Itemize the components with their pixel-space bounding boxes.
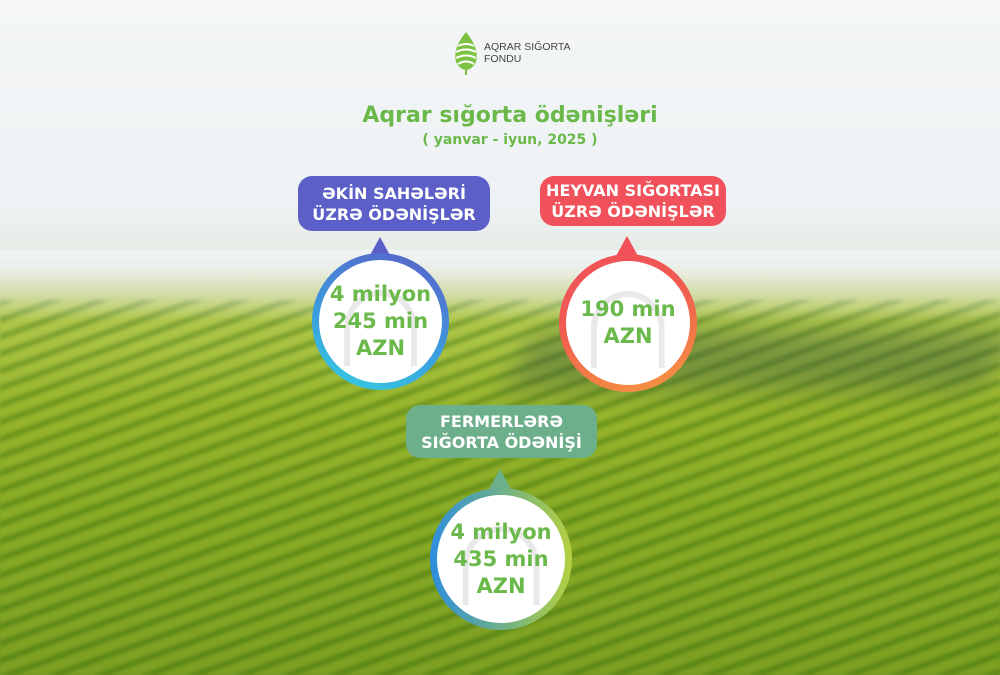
page-subtitle: ( yanvar - iyun, 2025 ) — [422, 132, 598, 148]
pointer — [489, 469, 511, 489]
label-line: FERMERLƏRƏ — [439, 411, 564, 431]
logo-line-2: FONDU — [484, 53, 522, 65]
label-line: SIĞORTA ÖDƏNİŞİ — [421, 432, 582, 452]
manat-watermark-icon — [343, 289, 418, 366]
pointer — [616, 236, 638, 256]
value-line: 245 min — [332, 309, 429, 333]
label-line: ÜZRƏ ÖDƏNİŞLƏR — [312, 204, 476, 224]
value-line: 435 min — [453, 546, 549, 571]
value-line: AZN — [603, 324, 653, 348]
label-line: HEYVAN SIĞORTASI — [546, 181, 720, 200]
label-line: ÜZRƏ ÖDƏNİŞLƏR — [551, 202, 715, 221]
leaf-logo-icon — [455, 32, 477, 75]
farmer-payments-circle: 4 milyon 435 min AZN — [430, 488, 572, 630]
value-line: 4 milyon — [329, 282, 432, 306]
pointer — [369, 237, 391, 257]
label-line: ƏKİN SAHƏLƏRİ — [322, 183, 466, 203]
manat-watermark-icon — [590, 290, 666, 368]
livestock-payments-circle: 190 min AZN — [559, 254, 697, 392]
crop-payments-circle: 4 milyon 245 min AZN — [312, 253, 449, 390]
logo: AQRAR SIĞORTA FONDU — [452, 30, 571, 76]
manat-watermark-icon — [462, 525, 540, 606]
horizon-haze — [0, 250, 1000, 320]
value-line: 4 milyon — [450, 519, 552, 544]
crop-payments-label: ƏKİN SAHƏLƏRİ ÜZRƏ ÖDƏNİŞLƏR — [298, 176, 490, 231]
value-line: AZN — [355, 336, 406, 360]
farmer-payments-label: FERMERLƏRƏ SIĞORTA ÖDƏNİŞİ — [406, 405, 597, 458]
value-line: 190 min — [580, 297, 676, 321]
value-line: AZN — [476, 573, 526, 598]
page-title: Aqrar sığorta ödənişləri — [362, 103, 658, 128]
livestock-payments-label: HEYVAN SIĞORTASI ÜZRƏ ÖDƏNİŞLƏR — [540, 176, 726, 226]
logo-line-1: AQRAR SIĞORTA — [484, 41, 571, 53]
